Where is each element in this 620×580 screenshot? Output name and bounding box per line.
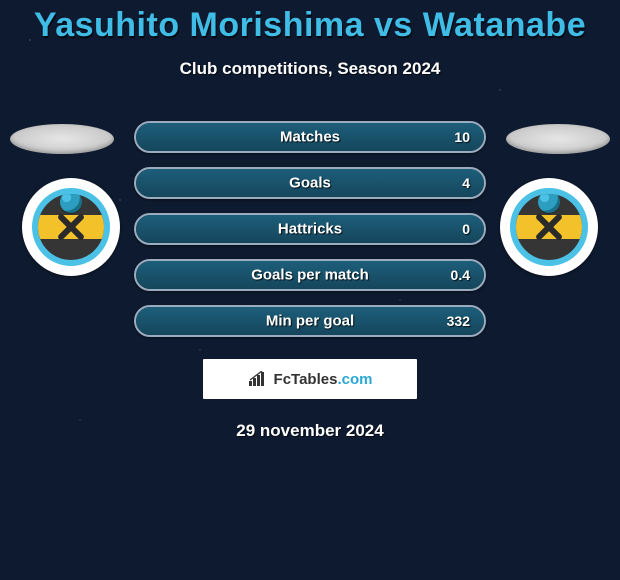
stat-label: Min per goal <box>266 313 354 330</box>
bar-chart-icon <box>248 371 268 387</box>
page-title: Yasuhito Morishima vs Watanabe <box>0 0 620 45</box>
stat-value: 0.4 <box>451 267 470 283</box>
player2-avatar-placeholder <box>506 124 610 154</box>
subtitle: Club competitions, Season 2024 <box>0 59 620 79</box>
player2-club-crest: ★ ★ <box>500 178 598 276</box>
brand-name: FcTables <box>274 371 338 388</box>
stat-row-hattricks: Hattricks 0 <box>134 213 486 245</box>
stat-label: Hattricks <box>278 221 342 238</box>
stat-label: Matches <box>280 129 340 146</box>
stat-row-goals: Goals 4 <box>134 167 486 199</box>
stat-value: 4 <box>462 175 470 191</box>
stat-label: Goals per match <box>251 267 369 284</box>
stat-label: Goals <box>289 175 331 192</box>
brand-tld: .com <box>337 371 372 388</box>
stat-value: 10 <box>454 129 470 145</box>
footer-date: 29 november 2024 <box>0 421 620 441</box>
stat-row-min-per-goal: Min per goal 332 <box>134 305 486 337</box>
brand-badge[interactable]: FcTables.com <box>203 359 417 399</box>
stats-list: Matches 10 Goals 4 Hattricks 0 Goals per… <box>134 121 486 337</box>
stat-row-goals-per-match: Goals per match 0.4 <box>134 259 486 291</box>
stat-value: 0 <box>462 221 470 237</box>
brand-text: FcTables.com <box>274 371 373 388</box>
stat-row-matches: Matches 10 <box>134 121 486 153</box>
player1-avatar-placeholder <box>10 124 114 154</box>
player1-club-crest: ★ ★ <box>22 178 120 276</box>
stat-value: 332 <box>447 313 470 329</box>
